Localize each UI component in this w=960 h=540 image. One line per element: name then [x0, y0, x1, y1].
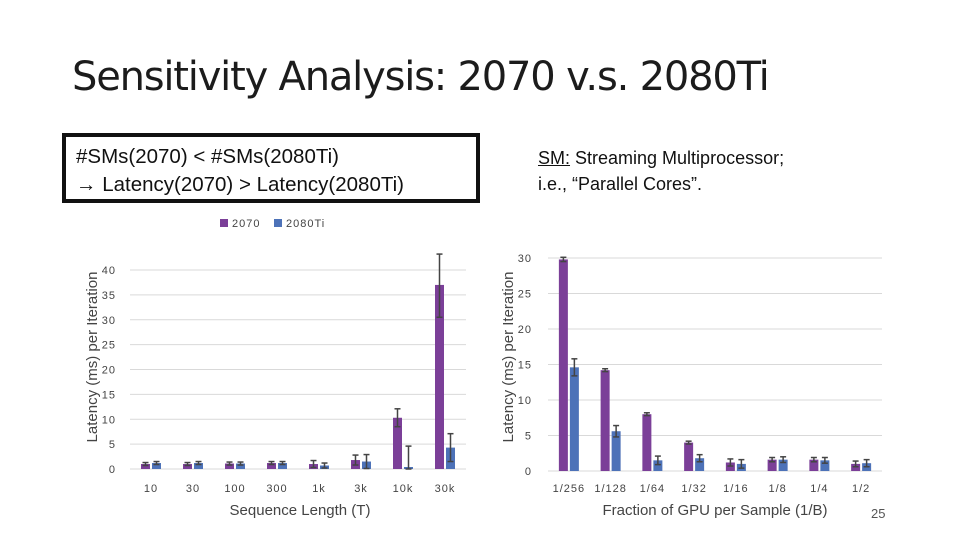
bar — [695, 458, 705, 471]
y-tick-label: 0 — [525, 466, 532, 478]
slide-title: Sensitivity Analysis: 2070 v.s. 2080Ti — [72, 54, 770, 100]
callout-line-2: → Latency(2070) > Latency(2080Ti) — [76, 173, 404, 196]
bar — [767, 459, 777, 471]
sm-note: SM: Streaming Multiprocessor; i.e., “Par… — [538, 145, 784, 197]
bar — [653, 460, 663, 471]
bar — [558, 259, 568, 471]
x-tick-label: 1/8 — [768, 483, 786, 495]
x-tick-label: 10k — [393, 483, 414, 495]
y-tick-label: 10 — [102, 414, 116, 426]
page-number: 25 — [871, 506, 886, 521]
legend-label: 2070 — [232, 218, 260, 230]
bar — [194, 463, 203, 469]
bar — [141, 464, 150, 469]
note-term: SM: — [538, 148, 571, 168]
y-axis-title: Latency (ms) per Iteration — [84, 272, 101, 443]
bar — [152, 463, 161, 469]
y-tick-label: 30 — [102, 315, 116, 327]
x-tick-label: 1/128 — [594, 483, 627, 495]
bar — [642, 414, 652, 471]
x-tick-label: 3k — [354, 483, 368, 495]
legend-label: 2080Ti — [286, 218, 325, 230]
x-axis-title: Sequence Length (T) — [230, 502, 371, 519]
y-tick-label: 25 — [102, 340, 116, 352]
x-tick-label: 30k — [435, 483, 456, 495]
y-tick-label: 0 — [109, 464, 116, 476]
note-line-2: i.e., “Parallel Cores”. — [538, 174, 703, 194]
bar — [569, 367, 579, 471]
y-tick-label: 5 — [109, 439, 116, 451]
x-tick-label: 300 — [266, 483, 287, 495]
x-tick-label: 1/16 — [723, 483, 748, 495]
bar — [183, 464, 192, 469]
y-tick-label: 5 — [525, 431, 532, 443]
x-tick-label: 1/2 — [852, 483, 870, 495]
bar — [820, 460, 830, 471]
x-axis-title: Fraction of GPU per Sample (1/B) — [602, 502, 827, 519]
y-tick-label: 20 — [518, 324, 532, 336]
legend-swatch — [220, 219, 228, 227]
y-tick-label: 35 — [102, 290, 116, 302]
y-tick-label: 20 — [102, 365, 116, 377]
bar — [778, 459, 788, 471]
note-rest: Streaming Multiprocessor; — [570, 148, 785, 168]
bar — [393, 417, 402, 469]
legend-swatch — [274, 219, 282, 227]
y-tick-label: 15 — [518, 360, 532, 372]
x-tick-label: 100 — [224, 483, 245, 495]
bar — [435, 284, 444, 469]
y-tick-label: 15 — [102, 389, 116, 401]
x-tick-label: 30 — [186, 483, 200, 495]
y-tick-label: 25 — [518, 289, 532, 301]
x-tick-label: 1/64 — [640, 483, 665, 495]
x-tick-label: 1/32 — [681, 483, 706, 495]
bar — [278, 463, 287, 469]
x-tick-label: 1k — [312, 483, 326, 495]
y-tick-label: 30 — [518, 253, 532, 265]
y-tick-label: 10 — [518, 395, 532, 407]
bar — [600, 370, 610, 471]
bar — [611, 431, 621, 471]
bar — [684, 442, 694, 471]
x-tick-label: 10 — [144, 483, 158, 495]
callout-line-1: #SMs(2070) < #SMs(2080Ti) — [76, 145, 339, 168]
bar — [267, 463, 276, 469]
callout-box: #SMs(2070) < #SMs(2080Ti) → Latency(2070… — [62, 133, 480, 203]
x-tick-label: 1/256 — [553, 483, 586, 495]
bar — [809, 459, 819, 471]
bar — [225, 463, 234, 469]
y-tick-label: 40 — [102, 265, 116, 277]
x-tick-label: 1/4 — [810, 483, 828, 495]
bar — [236, 463, 245, 469]
y-axis-title: Latency (ms) per Iteration — [500, 272, 517, 443]
